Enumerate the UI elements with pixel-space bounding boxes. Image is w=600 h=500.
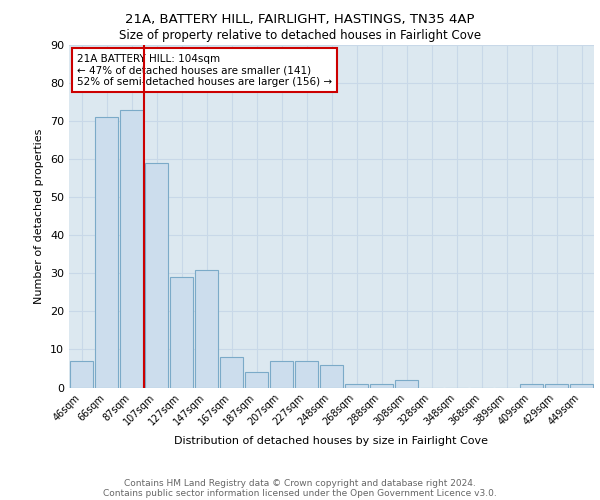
Bar bbox=[545, 384, 568, 388]
Text: Contains public sector information licensed under the Open Government Licence v3: Contains public sector information licen… bbox=[103, 488, 497, 498]
Text: Contains HM Land Registry data © Crown copyright and database right 2024.: Contains HM Land Registry data © Crown c… bbox=[124, 478, 476, 488]
Bar bbox=[195, 270, 218, 388]
Text: Size of property relative to detached houses in Fairlight Cove: Size of property relative to detached ho… bbox=[119, 29, 481, 42]
Bar bbox=[145, 163, 168, 388]
Bar bbox=[570, 384, 593, 388]
Bar bbox=[395, 380, 418, 388]
Bar bbox=[345, 384, 368, 388]
Bar bbox=[95, 118, 118, 388]
Bar bbox=[245, 372, 268, 388]
Bar bbox=[520, 384, 543, 388]
Bar bbox=[270, 361, 293, 388]
Bar bbox=[370, 384, 393, 388]
Bar bbox=[220, 357, 243, 388]
Bar bbox=[120, 110, 143, 388]
Y-axis label: Number of detached properties: Number of detached properties bbox=[34, 128, 44, 304]
Bar bbox=[170, 277, 193, 388]
Bar bbox=[70, 361, 93, 388]
Bar bbox=[295, 361, 318, 388]
Text: 21A BATTERY HILL: 104sqm
← 47% of detached houses are smaller (141)
52% of semi-: 21A BATTERY HILL: 104sqm ← 47% of detach… bbox=[77, 54, 332, 87]
X-axis label: Distribution of detached houses by size in Fairlight Cove: Distribution of detached houses by size … bbox=[175, 436, 488, 446]
Text: 21A, BATTERY HILL, FAIRLIGHT, HASTINGS, TN35 4AP: 21A, BATTERY HILL, FAIRLIGHT, HASTINGS, … bbox=[125, 12, 475, 26]
Bar bbox=[320, 364, 343, 388]
